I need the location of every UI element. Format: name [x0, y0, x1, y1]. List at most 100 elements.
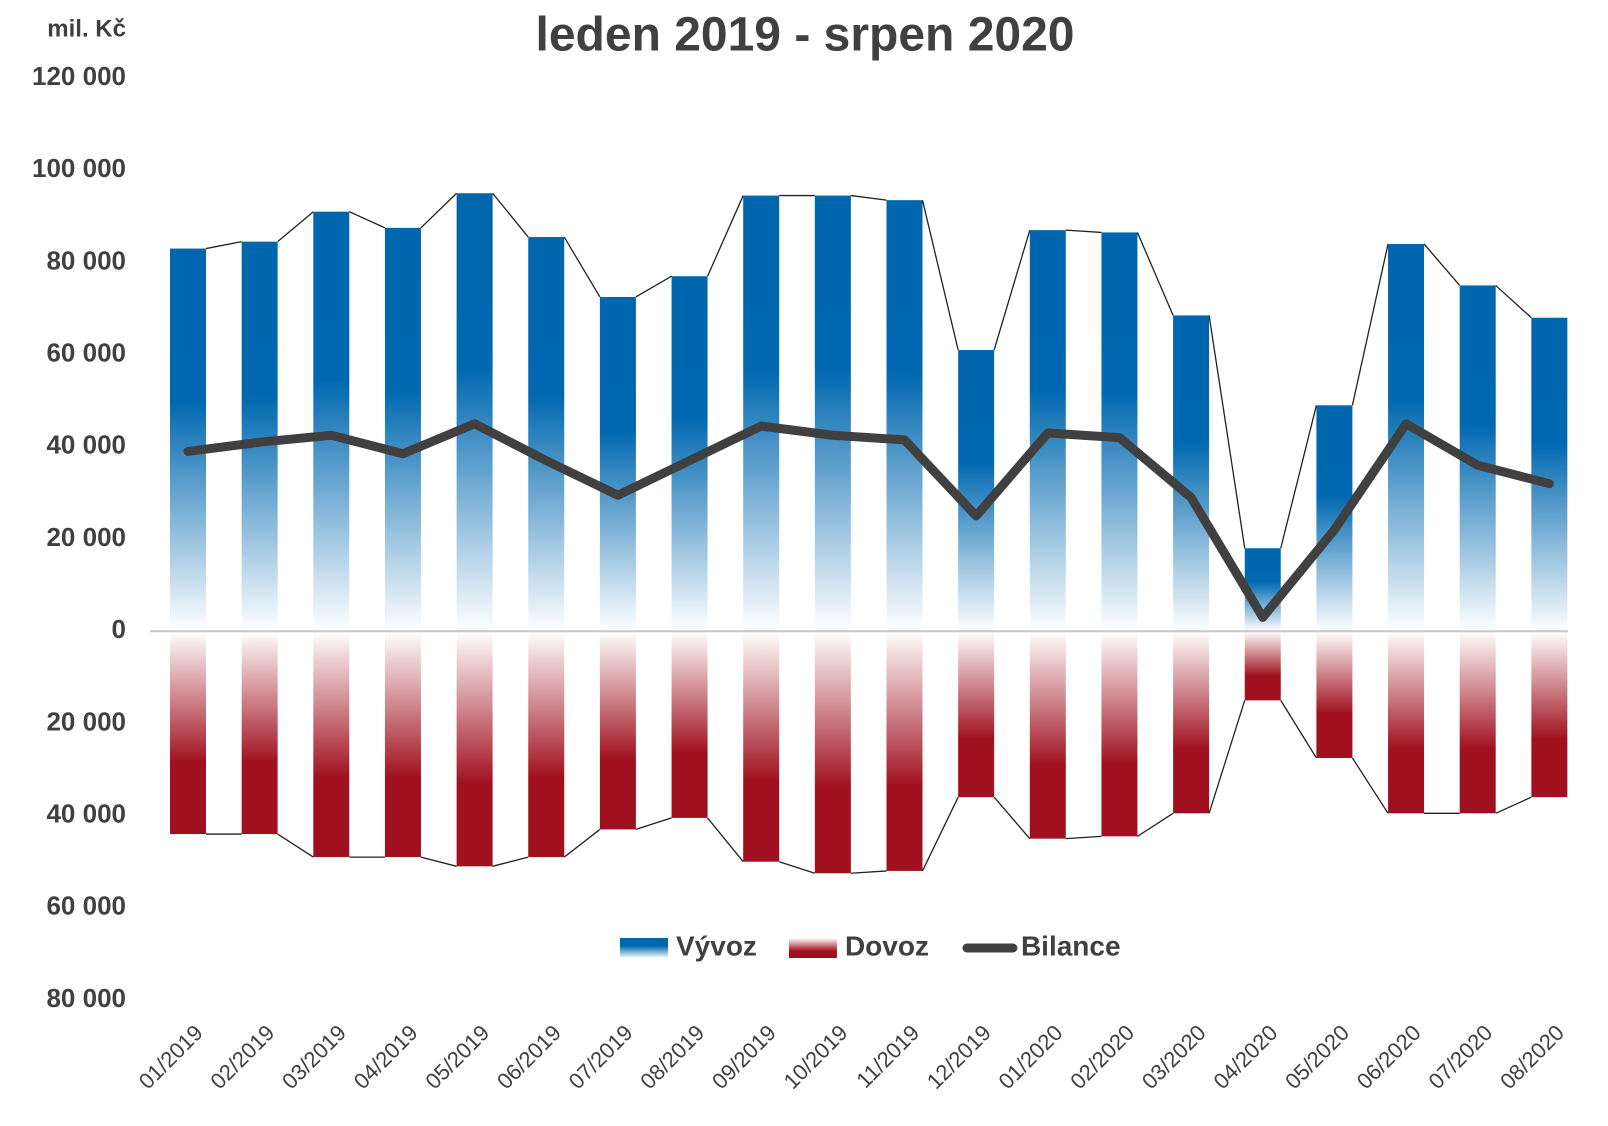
connector-line — [993, 796, 1031, 840]
x-tick-label: 05/2020 — [1280, 1020, 1354, 1094]
connector-line — [1423, 243, 1461, 286]
y-tick-label: 120 000 — [32, 61, 126, 91]
connector-line — [1351, 757, 1389, 814]
bar — [241, 241, 278, 632]
connector-line — [1065, 229, 1102, 234]
connector-line — [563, 236, 601, 298]
connector-line — [277, 211, 314, 243]
y-tick-label: 100 000 — [32, 153, 126, 183]
bar — [1173, 315, 1210, 632]
bar — [1316, 631, 1353, 758]
bar — [1173, 631, 1210, 814]
connector-line — [1495, 796, 1532, 814]
connector-line — [1351, 243, 1389, 406]
bar — [599, 631, 636, 830]
y-tick-label: 20 000 — [46, 522, 126, 552]
bar — [456, 631, 493, 867]
connector-line — [1208, 315, 1246, 549]
connector-line — [850, 194, 887, 201]
connector-line — [706, 195, 744, 277]
connector-line — [1280, 700, 1317, 759]
x-tick-label: 07/2020 — [1423, 1020, 1497, 1094]
x-tick-label: 01/2020 — [994, 1020, 1068, 1094]
bar — [1101, 232, 1138, 632]
connector-line — [1280, 405, 1318, 549]
bar — [814, 195, 851, 632]
bar — [1531, 317, 1568, 632]
connector-line — [1137, 812, 1174, 837]
connector-line — [349, 211, 386, 229]
connector-line — [563, 828, 601, 858]
x-tick-label: 07/2019 — [564, 1020, 638, 1094]
x-tick-label: 05/2019 — [420, 1020, 494, 1094]
legend-swatch — [788, 938, 837, 958]
legend-label: Vývoz — [676, 930, 757, 961]
connector-line — [850, 870, 887, 874]
connector-line — [635, 817, 672, 831]
x-tick-label: 01/2019 — [134, 1020, 208, 1094]
bar — [1388, 631, 1425, 814]
bar — [170, 248, 206, 632]
connector-line — [707, 817, 744, 863]
x-tick-label: 08/2019 — [635, 1020, 709, 1094]
x-tick-label: 03/2020 — [1137, 1020, 1211, 1094]
connector-line — [993, 229, 1031, 351]
connector-line — [492, 856, 529, 867]
connector-line — [1136, 232, 1174, 316]
bar — [241, 631, 278, 835]
connector-line — [420, 856, 457, 867]
connector-line — [1065, 835, 1102, 840]
bar — [743, 195, 780, 632]
connector-line — [1208, 700, 1246, 814]
line-series — [183, 419, 1554, 622]
x-tick-label: 08/2020 — [1495, 1020, 1569, 1094]
bar — [384, 631, 421, 858]
connector-line — [635, 275, 672, 298]
bar — [958, 349, 995, 632]
bar — [814, 631, 851, 874]
bar — [886, 200, 923, 632]
connector-line — [921, 200, 959, 351]
x-tick-label: 10/2019 — [779, 1020, 853, 1094]
bar — [528, 631, 565, 858]
connector-line — [277, 833, 314, 858]
bar — [170, 631, 206, 835]
x-tick-label: 02/2019 — [205, 1020, 279, 1094]
connector-line — [779, 861, 816, 874]
bar — [1531, 631, 1568, 798]
bar — [599, 296, 636, 632]
bar — [384, 227, 421, 632]
y-tick-label: 60 000 — [46, 337, 126, 367]
x-tick-label: 12/2019 — [922, 1020, 996, 1094]
plot-area — [150, 192, 1568, 874]
bar — [671, 631, 708, 818]
x-tick-label: 11/2019 — [851, 1020, 924, 1093]
bar — [456, 193, 493, 632]
legend-label: Dovoz — [845, 930, 929, 961]
connector-line — [205, 241, 242, 250]
x-tick-label: 04/2019 — [349, 1020, 423, 1094]
chart-title: leden 2019 - srpen 2020 — [536, 9, 1075, 62]
bar — [313, 211, 350, 632]
bar — [528, 237, 565, 632]
x-tick-label: 09/2019 — [707, 1020, 781, 1094]
y-tick-label: 40 000 — [46, 798, 126, 828]
y-tick-label: 0 — [112, 614, 126, 644]
connector-line — [492, 192, 529, 238]
y-tick-label: 20 000 — [46, 706, 126, 736]
bar — [1029, 631, 1066, 839]
y-axis-label: mil. Kč — [47, 15, 126, 42]
connector-line — [1495, 284, 1532, 319]
bar — [1244, 631, 1281, 701]
bar — [743, 631, 780, 862]
legend-label: Bilance — [1021, 930, 1121, 961]
bar — [1101, 631, 1138, 837]
x-tick-label: 06/2020 — [1352, 1020, 1426, 1094]
legend-swatch — [620, 938, 668, 958]
x-tick-label: 04/2020 — [1208, 1020, 1282, 1094]
y-tick-label: 80 000 — [46, 245, 126, 275]
bar — [886, 631, 923, 871]
connector-line — [921, 796, 959, 872]
y-tick-label: 40 000 — [46, 430, 126, 460]
